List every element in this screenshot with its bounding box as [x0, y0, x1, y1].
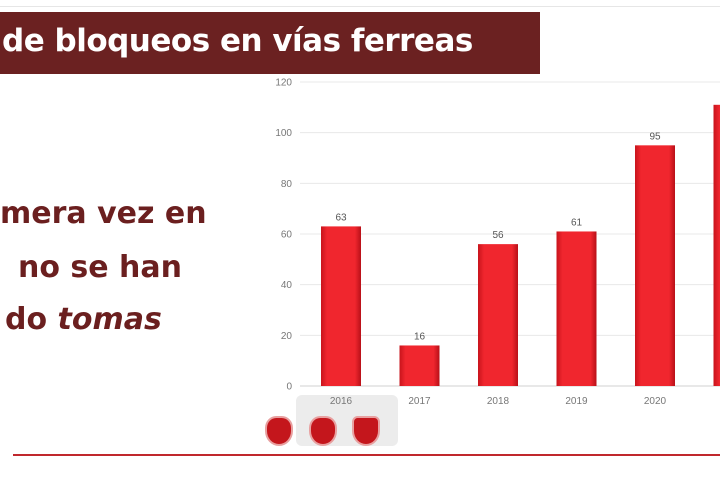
- side-text-plain: do: [5, 302, 48, 337]
- side-text-line-3: do tomas: [5, 302, 162, 337]
- bar: [399, 345, 440, 386]
- y-tick-label: 120: [275, 78, 292, 89]
- y-tick-label: 0: [286, 382, 292, 393]
- x-tick-label: 2019: [565, 396, 588, 407]
- side-text-line-2: no se han: [18, 250, 183, 285]
- data-label: 95: [649, 131, 661, 142]
- y-tick-label: 20: [281, 331, 293, 342]
- data-label: 56: [492, 230, 504, 241]
- y-tick-label: 40: [281, 280, 293, 291]
- side-text-line-1: mera vez en: [0, 196, 207, 231]
- slide-title: de bloqueos en vías ferreas: [2, 23, 473, 59]
- bar: [713, 104, 720, 387]
- y-tick-label: 80: [281, 179, 293, 190]
- bar: [556, 231, 597, 386]
- y-tick-label: 60: [281, 230, 293, 241]
- panama-canal-railway-logo: [352, 416, 380, 446]
- bar: [478, 244, 518, 386]
- bar: [321, 226, 361, 386]
- kansas-city-southern-logo: [265, 416, 293, 446]
- data-label: 63: [335, 212, 347, 223]
- x-tick-label: 2020: [644, 396, 667, 407]
- top-divider: [0, 6, 720, 7]
- x-tick-label: 2017: [408, 396, 431, 407]
- bar: [635, 145, 675, 386]
- data-label: 16: [414, 331, 426, 342]
- side-text-italic: tomas: [57, 302, 162, 337]
- kansas-city-southern-mexico-logo: [309, 416, 337, 446]
- data-label: 61: [571, 217, 583, 228]
- title-banner: de bloqueos en vías ferreas: [0, 12, 540, 74]
- y-tick-label: 100: [275, 128, 292, 139]
- x-tick-label: 2016: [330, 396, 353, 407]
- x-tick-label: 2018: [487, 396, 510, 407]
- bottom-rule: [13, 454, 720, 456]
